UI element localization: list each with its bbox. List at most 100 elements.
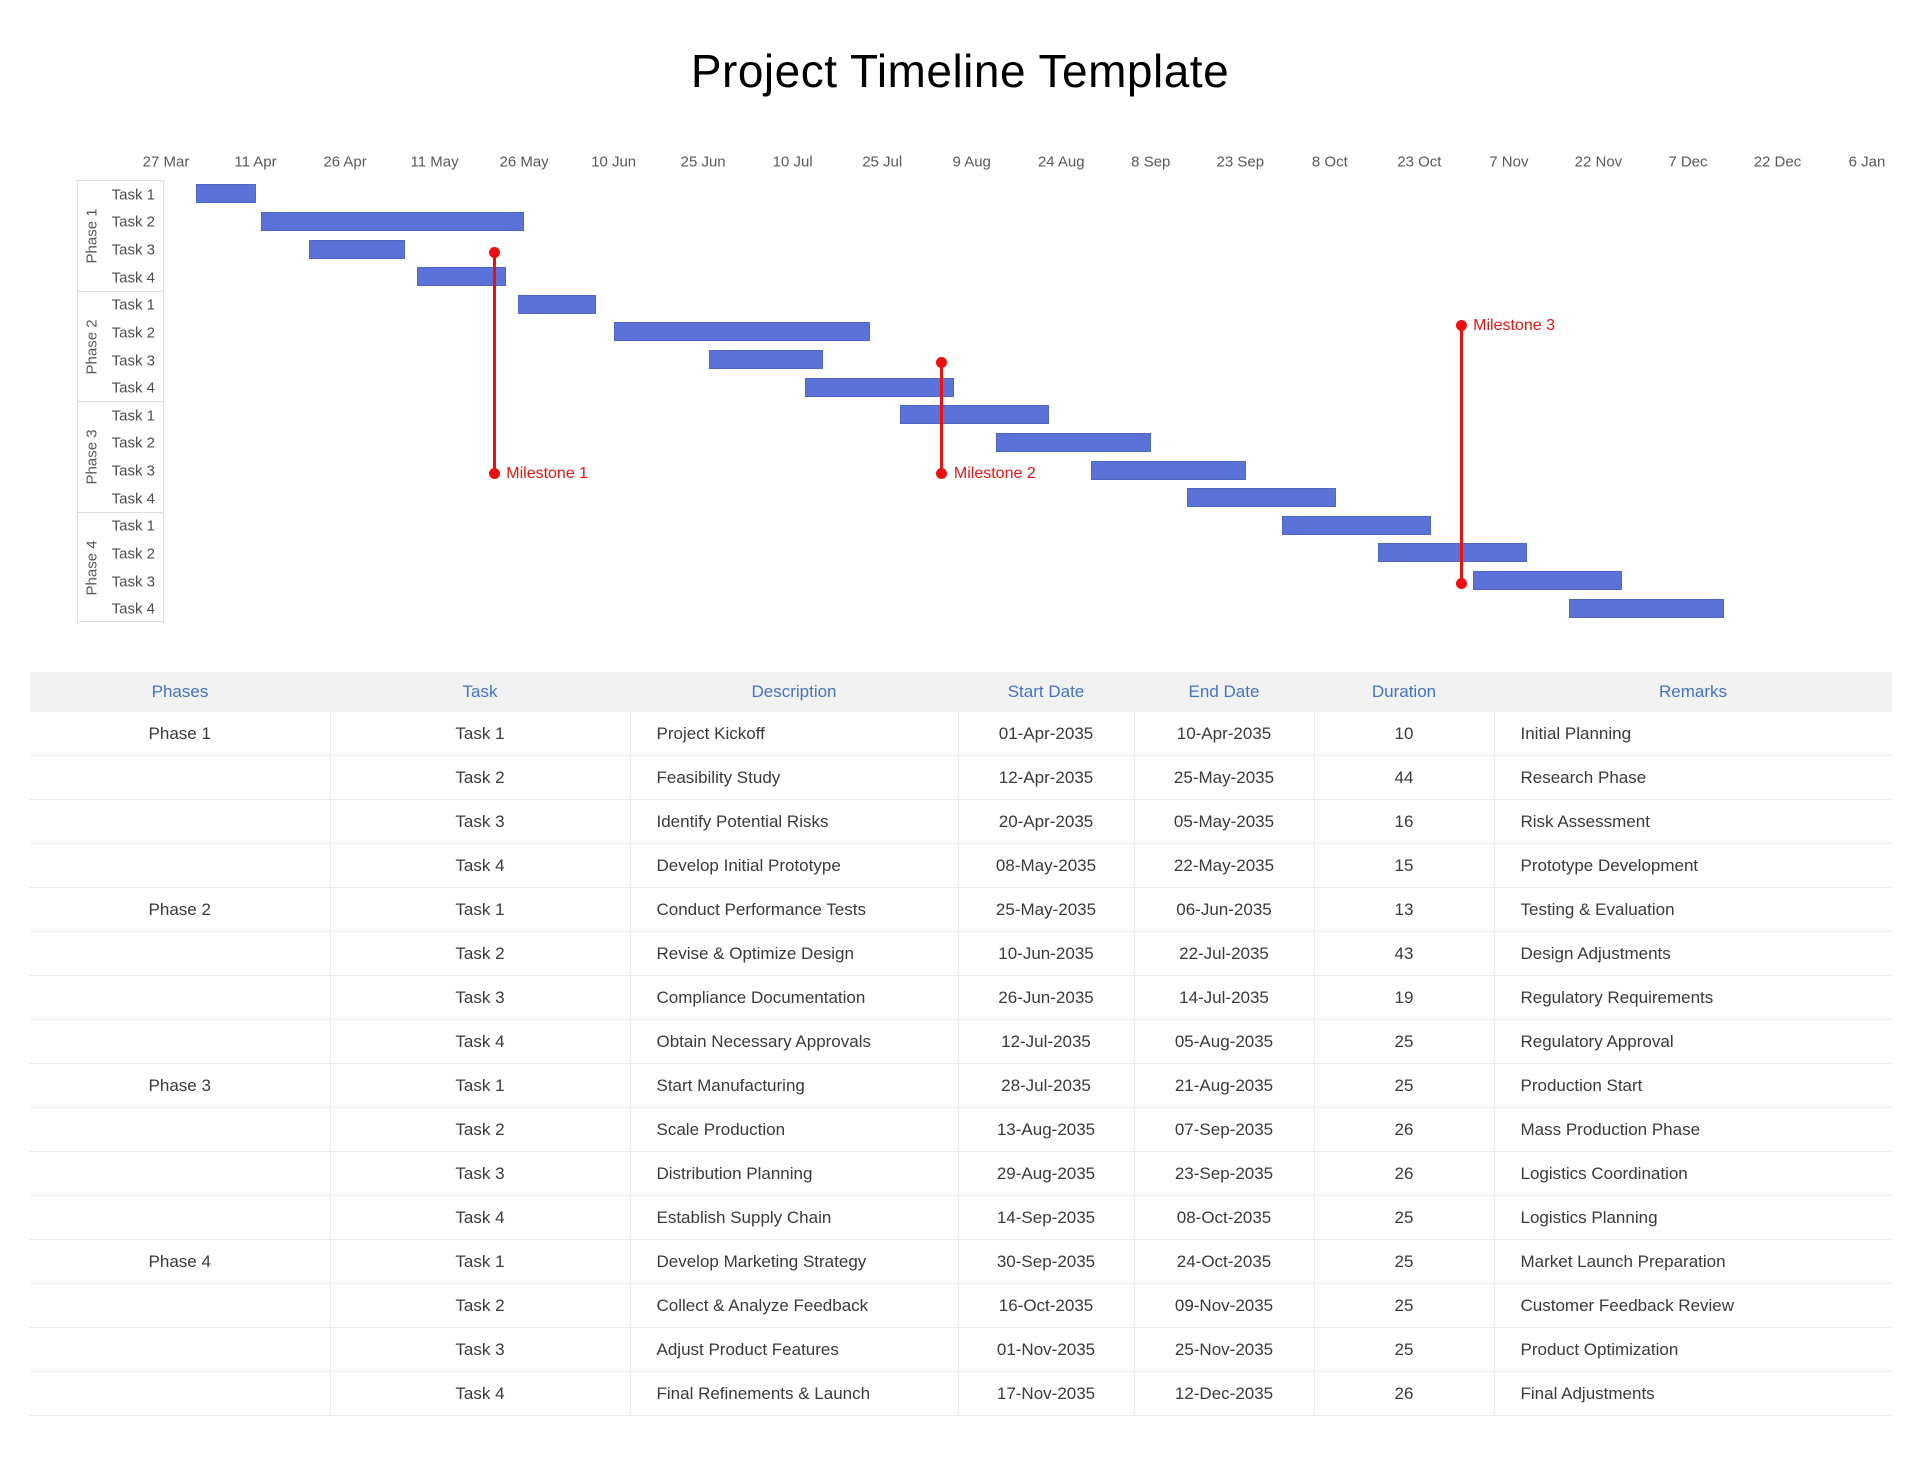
table-header-cell: Duration <box>1314 672 1494 712</box>
cell-start-date: 12-Jul-2035 <box>958 1019 1135 1064</box>
cell-start-date: 08-May-2035 <box>958 843 1135 888</box>
cell-phase <box>30 1151 331 1196</box>
axis-tick-label: 11 May <box>410 153 459 171</box>
cell-description: Conduct Performance Tests <box>630 887 959 932</box>
cell-task: Task 3 <box>330 1327 631 1372</box>
table-row: Phase 1 Task 1 Project Kickoff 01-Apr-2035 1… <box>30 712 1892 756</box>
table-row: Phase 3 Task 1 Start Manufacturing 28-Jul-2… <box>30 1063 1892 1108</box>
table-header-cell: Task <box>330 672 630 712</box>
axis-tick-label: 26 May <box>499 153 549 171</box>
cell-duration: 26 <box>1314 1107 1495 1152</box>
table-header-cell: Description <box>630 672 958 712</box>
cell-end-date: 21-Aug-2035 <box>1134 1063 1315 1108</box>
cell-description: Start Manufacturing <box>630 1063 959 1108</box>
cell-duration: 25 <box>1314 1195 1495 1240</box>
axis-tick-label: 6 Jan <box>1848 153 1886 171</box>
phase-label: Phase 2 <box>83 318 101 374</box>
cell-end-date: 23-Sep-2035 <box>1134 1151 1315 1196</box>
gantt-bar <box>195 184 256 204</box>
phase-label: Phase 1 <box>83 208 101 264</box>
gantt-bar <box>1568 598 1724 618</box>
gantt-bar <box>804 377 954 397</box>
project-table: Phases Task Description Start Date End Date D… <box>30 672 1892 1416</box>
table-row: Task 4 Develop Initial Prototype 08-May-20… <box>30 843 1892 888</box>
axis-tick-label: 27 Mar <box>142 153 190 171</box>
task-row-label: Task 4 <box>111 379 155 397</box>
cell-start-date: 30-Sep-2035 <box>958 1239 1135 1284</box>
cell-task: Task 4 <box>330 1371 631 1416</box>
axis-tick-label: 26 Apr <box>323 153 367 171</box>
cell-duration: 43 <box>1314 931 1495 976</box>
cell-phase <box>30 843 331 888</box>
cell-task: Task 2 <box>330 931 631 976</box>
milestone-marker-dot <box>488 246 500 258</box>
task-row-label: Task 1 <box>111 517 155 535</box>
milestone-marker-dot <box>1455 577 1467 589</box>
cell-remarks: Initial Planning <box>1494 712 1892 756</box>
cell-duration: 25 <box>1314 1063 1495 1108</box>
cell-end-date: 06-Jun-2035 <box>1134 887 1315 932</box>
cell-task: Task 1 <box>330 712 631 756</box>
cell-start-date: 25-May-2035 <box>958 887 1135 932</box>
axis-tick-label: 23 Oct <box>1397 153 1442 171</box>
cell-remarks: Research Phase <box>1494 755 1892 800</box>
cell-duration: 44 <box>1314 755 1495 800</box>
axis-tick-label: 8 Oct <box>1311 153 1348 171</box>
cell-end-date: 22-Jul-2035 <box>1134 931 1315 976</box>
cell-task: Task 1 <box>330 887 631 932</box>
cell-end-date: 25-Nov-2035 <box>1134 1327 1315 1372</box>
cell-task: Task 4 <box>330 1019 631 1064</box>
cell-duration: 25 <box>1314 1239 1495 1284</box>
milestone-line <box>940 362 944 473</box>
cell-task: Task 4 <box>330 1195 631 1240</box>
cell-description: Distribution Planning <box>630 1151 959 1196</box>
cell-end-date: 08-Oct-2035 <box>1134 1195 1315 1240</box>
cell-start-date: 13-Aug-2035 <box>958 1107 1135 1152</box>
cell-start-date: 10-Jun-2035 <box>958 931 1135 976</box>
cell-end-date: 12-Dec-2035 <box>1134 1371 1315 1416</box>
milestone-label: Milestone 2 <box>953 465 1036 482</box>
axis-tick-label: 10 Jun <box>591 153 637 171</box>
cell-task: Task 1 <box>330 1239 631 1284</box>
milestone-marker-dot <box>936 356 948 368</box>
gantt-bar <box>613 322 871 342</box>
axis-tick-label: 22 Dec <box>1753 153 1802 171</box>
milestone-marker-dot <box>488 467 500 479</box>
cell-duration: 26 <box>1314 1151 1495 1196</box>
cell-phase <box>30 799 331 844</box>
cell-start-date: 16-Oct-2035 <box>958 1283 1135 1328</box>
axis-tick-label: 22 Nov <box>1574 153 1623 171</box>
cell-start-date: 20-Apr-2035 <box>958 799 1135 844</box>
table-header-cell: Phases <box>30 672 330 712</box>
gantt-bar <box>995 432 1151 452</box>
table-row: Task 2 Feasibility Study 12-Apr-2035 25-May… <box>30 755 1892 800</box>
cell-remarks: Production Start <box>1494 1063 1892 1108</box>
task-row-label: Task 3 <box>111 573 155 591</box>
cell-task: Task 3 <box>330 799 631 844</box>
cell-description: Revise & Optimize Design <box>630 931 959 976</box>
gantt-bar <box>309 239 405 259</box>
cell-end-date: 07-Sep-2035 <box>1134 1107 1315 1152</box>
task-row-label: Task 4 <box>111 269 155 287</box>
milestone-marker-dot <box>1455 319 1467 331</box>
phase-group: Phase 1 Task 1 Task 2 Task 3 Task 4 <box>78 181 163 292</box>
axis-tick-label: 25 Jun <box>680 153 726 171</box>
axis-tick-label: 23 Sep <box>1216 153 1265 171</box>
milestone-line <box>492 252 496 473</box>
cell-phase <box>30 975 331 1020</box>
gantt-bar <box>1377 543 1527 563</box>
cell-remarks: Regulatory Approval <box>1494 1019 1892 1064</box>
table-row: Phase 4 Task 1 Develop Marketing Strategy 3… <box>30 1239 1892 1284</box>
phase-group: Phase 2 Task 1 Task 2 Task 3 Task 4 <box>78 292 163 402</box>
cell-description: Compliance Documentation <box>630 975 959 1020</box>
cell-description: Establish Supply Chain <box>630 1195 959 1240</box>
gantt-bar <box>1091 460 1247 480</box>
cell-end-date: 09-Nov-2035 <box>1134 1283 1315 1328</box>
table-header: Phases Task Description Start Date End Date D… <box>30 672 1892 712</box>
cell-description: Develop Marketing Strategy <box>630 1239 959 1284</box>
milestone-line <box>1459 325 1463 583</box>
cell-start-date: 01-Nov-2035 <box>958 1327 1135 1372</box>
task-row-label: Task 2 <box>111 213 155 231</box>
axis-tick-label: 24 Aug <box>1037 153 1085 171</box>
cell-start-date: 12-Apr-2035 <box>958 755 1135 800</box>
